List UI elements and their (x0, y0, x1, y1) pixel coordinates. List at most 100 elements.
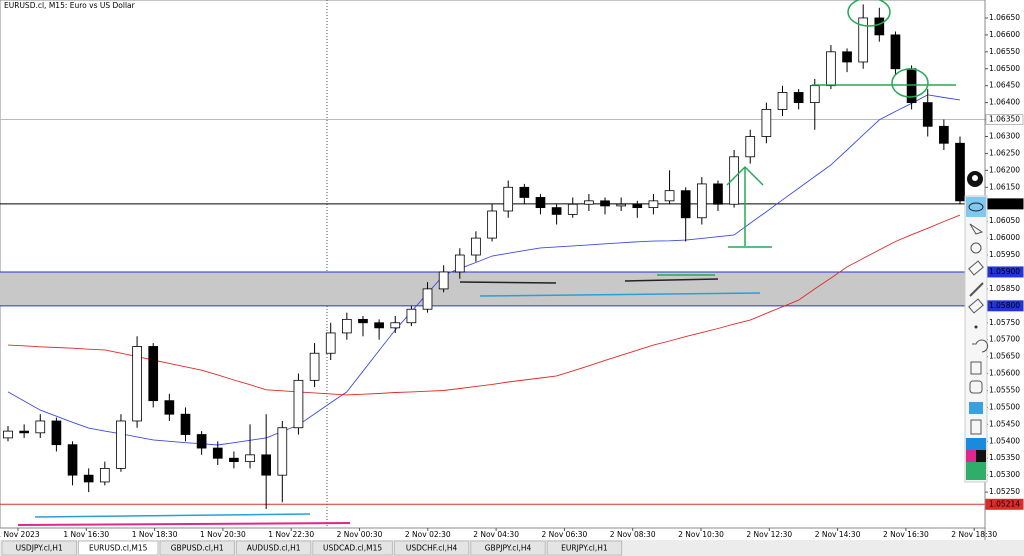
candle-body (374, 322, 384, 329)
tab[interactable] (393, 540, 470, 556)
candle-body (793, 92, 804, 104)
candle-body (422, 288, 433, 310)
tool-eye[interactable] (966, 197, 986, 217)
candle-body (761, 108, 772, 137)
tab[interactable] (235, 540, 312, 556)
drawings (17, 0, 956, 526)
y-tick-label: 1.06300 (989, 131, 1020, 140)
candle-body (19, 430, 29, 434)
tool-list[interactable] (970, 419, 982, 435)
candle-body (955, 142, 965, 202)
y-tick-label: 1.06250 (989, 148, 1020, 157)
tool-screenshot[interactable] (969, 402, 983, 414)
candle-body (51, 420, 62, 446)
x-tick-label: 2 Nov 08:30 (610, 530, 656, 539)
x-tick-label: 2 Nov 10:30 (678, 530, 724, 539)
x-tick-label: 2 Nov 06:30 (542, 530, 588, 539)
tool-eraser[interactable] (968, 260, 984, 276)
x-tick-label: 1 Nov 2023 (0, 530, 40, 539)
trend-line (479, 292, 761, 297)
candle-body (35, 420, 46, 434)
candle-body (99, 467, 110, 483)
x-tick-label: 2 Nov 12:30 (746, 530, 792, 539)
y-tick-label: 1.06200 (989, 165, 1020, 174)
price-zone (0, 271, 985, 306)
candle-body (858, 17, 869, 63)
circle-drawing (847, 0, 891, 27)
x-tick-label: 1 Nov 20:30 (200, 530, 246, 539)
y-tick-label: 1.05300 (989, 470, 1020, 479)
y-tick-label: 1.06400 (989, 98, 1020, 107)
y-tick-label: 1.05650 (989, 352, 1020, 361)
y-tick-label: 1.05250 (989, 487, 1020, 496)
moving-average (7, 94, 961, 446)
x-tick-label: 1 Nov 16:30 (63, 530, 109, 539)
candle-body (616, 203, 626, 207)
y-tick-label: 1.05500 (989, 402, 1020, 411)
moving-average (7, 214, 961, 396)
candle-body (664, 190, 675, 202)
tool-delete[interactable] (970, 361, 982, 375)
color-swatch[interactable] (966, 450, 976, 462)
tool-cursor[interactable] (969, 223, 984, 235)
candle-body (519, 186, 530, 198)
candle-body (874, 17, 885, 36)
color-swatch[interactable] (976, 450, 986, 462)
candle-body (164, 400, 175, 415)
candle-body (826, 51, 836, 87)
toolbar (964, 171, 989, 483)
color-swatch[interactable] (966, 462, 986, 480)
trend-line (34, 513, 311, 518)
y-tick-label: 1.05850 (989, 284, 1020, 293)
candle-body (3, 430, 13, 439)
tab-label: USDCAD.cl,M15 (323, 544, 382, 553)
candle-body (261, 454, 272, 476)
candle-body (939, 125, 949, 144)
tab[interactable] (159, 540, 235, 556)
candle-body (551, 207, 562, 215)
y-tick-label: 1.06050 (989, 216, 1020, 225)
price-label: 1.06101 (989, 199, 1020, 208)
candle-body (342, 318, 352, 334)
candle-body (309, 352, 320, 381)
tool-magnet[interactable] (970, 242, 982, 254)
candle-body (729, 156, 739, 205)
tab[interactable] (1, 540, 77, 556)
candle-body (116, 420, 126, 469)
tool-line[interactable] (969, 282, 984, 297)
y-tick-label: 1.05950 (989, 250, 1020, 259)
candle-layer (3, 4, 965, 510)
x-tick-label: 2 Nov 16:30 (883, 530, 929, 539)
candle-body (648, 200, 659, 209)
candle-body (680, 190, 691, 219)
x-tick-label: 2 Nov 02:30 (405, 530, 451, 539)
candle-body (809, 85, 820, 104)
candle-body (922, 102, 933, 127)
candle-body (229, 457, 239, 463)
trend-line (624, 278, 719, 282)
y-tick-label: 1.05450 (989, 419, 1020, 428)
y-tick-label: 1.06150 (989, 182, 1020, 191)
zone-layer (0, 119, 985, 505)
candle-body (212, 447, 223, 459)
tool-ruler[interactable] (968, 298, 984, 314)
tab-label: GBPUSD.cl,H1 (171, 544, 224, 553)
tool-undo[interactable] (972, 339, 989, 353)
candle-body (471, 237, 481, 256)
tool-dot[interactable] (974, 325, 978, 329)
candle-body (777, 92, 788, 110)
tab[interactable] (546, 540, 623, 556)
price-axis: 1.06650 1.06600 1.06550 1.06500 1.06450 1.064… (0, 0, 1024, 540)
tab[interactable] (470, 540, 546, 556)
tab-label: GBPJPY.cl,H4 (485, 544, 532, 553)
candle-body (567, 203, 578, 215)
color-swatch[interactable] (966, 438, 986, 450)
tab[interactable] (77, 540, 159, 556)
candle-body (438, 271, 449, 290)
tool-robot[interactable] (969, 380, 983, 394)
candle-body (148, 346, 159, 402)
y-tick-label: 1.06500 (989, 64, 1020, 73)
tab[interactable] (312, 540, 393, 556)
tab-label: AUDUSD.cl,H1 (247, 544, 301, 553)
